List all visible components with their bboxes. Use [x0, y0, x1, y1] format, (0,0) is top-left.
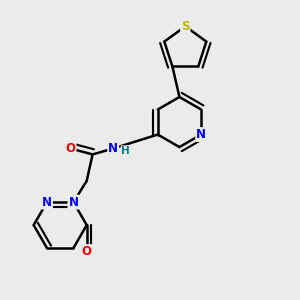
Text: N: N: [42, 196, 52, 208]
Text: H: H: [121, 146, 130, 156]
Text: O: O: [65, 142, 76, 155]
Text: O: O: [82, 245, 92, 258]
Text: S: S: [181, 20, 190, 33]
Text: N: N: [196, 128, 206, 141]
Text: N: N: [108, 142, 118, 155]
Text: N: N: [68, 196, 78, 208]
